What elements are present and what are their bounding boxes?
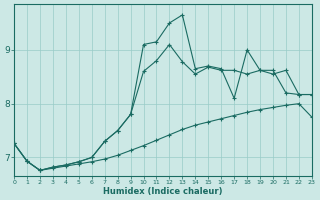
X-axis label: Humidex (Indice chaleur): Humidex (Indice chaleur) [103,187,223,196]
